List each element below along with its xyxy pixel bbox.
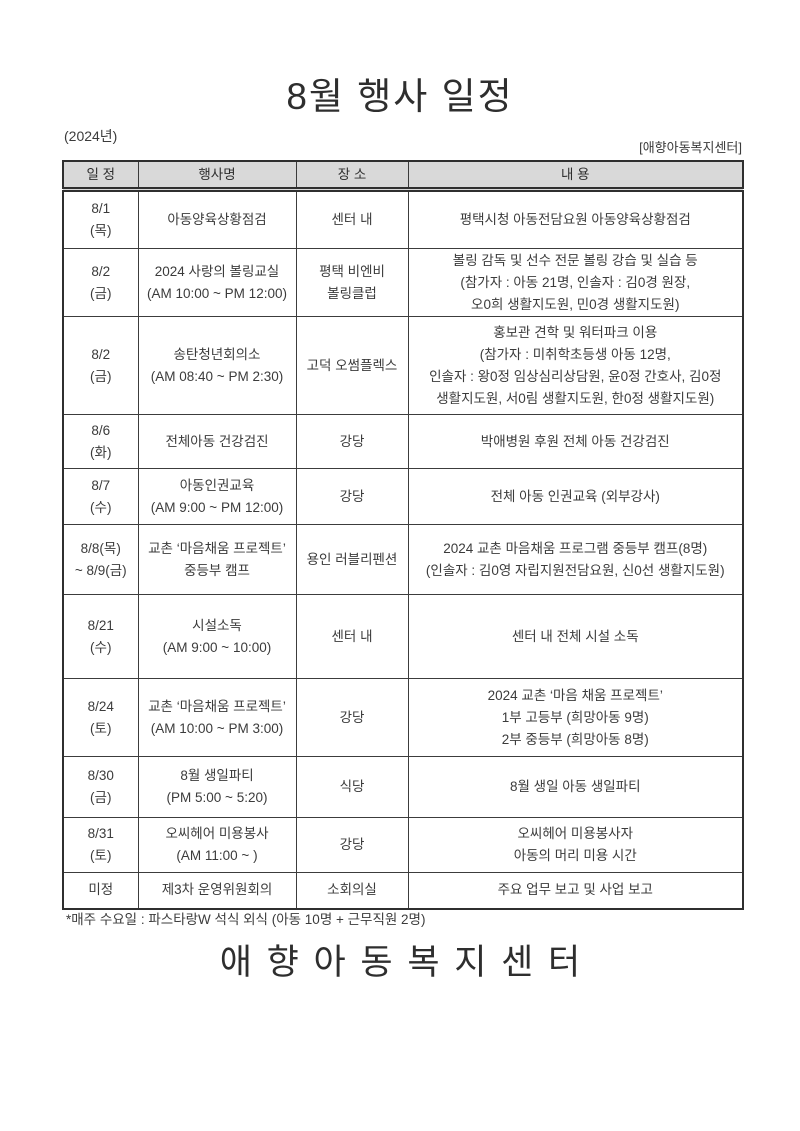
cell-date: 8/2 (금)	[62, 316, 139, 415]
cell-content: 주요 업무 보고 및 사업 보고	[407, 872, 744, 909]
cell-content: 8월 생일 아동 생일파티	[407, 756, 744, 818]
cell-event: 아동인권교육 (AM 9:00 ~ PM 12:00)	[137, 468, 297, 525]
table-row: 8/6 (화) 전체아동 건강검진 강당 박애병원 후원 전체 아동 건강검진	[62, 414, 744, 469]
table-row: 8/21 (수) 시설소독 (AM 9:00 ~ 10:00) 센터 내 센터 …	[62, 594, 744, 679]
cell-event: 시설소독 (AM 9:00 ~ 10:00)	[137, 594, 297, 679]
cell-date: 미정	[62, 872, 139, 909]
cell-content: 홍보관 견학 및 워터파크 이용 (참가자 : 미취학초등생 아동 12명, 인…	[407, 316, 744, 415]
cell-date: 8/30 (금)	[62, 756, 139, 818]
cell-event: 제3차 운영위원회의	[137, 872, 297, 909]
cell-event: 아동양육상황점검	[137, 189, 297, 249]
cell-content: 2024 교촌 마음채움 프로그램 중등부 캠프(8명) (인솔자 : 김0영 …	[407, 524, 744, 595]
cell-date: 8/6 (화)	[62, 414, 139, 469]
page-title: 8월 행사 일정	[286, 76, 514, 117]
cell-place: 소회의실	[295, 872, 409, 909]
header-cell-date: 일 정	[62, 160, 139, 192]
cell-event: 8월 생일파티 (PM 5:00 ~ 5:20)	[137, 756, 297, 818]
footer-org-name: 애향아동복지센터	[219, 943, 595, 982]
cell-content: 2024 교촌 ‘마음 채움 프로젝트’ 1부 고등부 (희망아동 9명) 2부…	[407, 678, 744, 757]
weekly-footnote: *매주 수요일 : 파스타랑W 석식 외식 (아동 10명 + 근무직원 2명)	[66, 912, 426, 927]
cell-content: 센터 내 전체 시설 소독	[407, 594, 744, 679]
cell-event: 2024 사랑의 볼링교실 (AM 10:00 ~ PM 12:00)	[137, 248, 297, 317]
cell-content: 오씨헤어 미용봉사자 아동의 머리 미용 시간	[407, 817, 744, 873]
year-label: (2024년)	[64, 128, 118, 144]
table-row: 8/7 (수) 아동인권교육 (AM 9:00 ~ PM 12:00) 강당 전…	[62, 468, 744, 525]
header-cell-event: 행사명	[137, 160, 297, 192]
cell-date: 8/8(목) ~ 8/9(금)	[62, 524, 139, 595]
cell-date: 8/24 (토)	[62, 678, 139, 757]
cell-event: 오씨헤어 미용봉사 (AM 11:00 ~ )	[137, 817, 297, 873]
cell-event: 교촌 ‘마음채움 프로젝트’ 중등부 캠프	[137, 524, 297, 595]
cell-place: 강당	[295, 468, 409, 525]
cell-date: 8/31 (토)	[62, 817, 139, 873]
cell-place: 센터 내	[295, 594, 409, 679]
table-row: 8/30 (금) 8월 생일파티 (PM 5:00 ~ 5:20) 식당 8월 …	[62, 756, 744, 818]
table-row: 8/31 (토) 오씨헤어 미용봉사 (AM 11:00 ~ ) 강당 오씨헤어…	[62, 817, 744, 873]
cell-content: 박애병원 후원 전체 아동 건강검진	[407, 414, 744, 469]
table-row: 8/1 (목) 아동양육상황점검 센터 내 평택시청 아동전담요원 아동양육상황…	[62, 189, 744, 249]
table-row: 8/2 (금) 2024 사랑의 볼링교실 (AM 10:00 ~ PM 12:…	[62, 248, 744, 317]
cell-place: 강당	[295, 414, 409, 469]
header-cell-place: 장 소	[295, 160, 409, 192]
cell-content: 평택시청 아동전담요원 아동양육상황점검	[407, 189, 744, 249]
org-label: [애향아동복지센터]	[639, 140, 742, 155]
cell-event: 전체아동 건강검진	[137, 414, 297, 469]
cell-event: 교촌 ‘마음채움 프로젝트’ (AM 10:00 ~ PM 3:00)	[137, 678, 297, 757]
table-header-row: 일 정 행사명 장 소 내 용	[62, 160, 744, 192]
cell-place: 센터 내	[295, 189, 409, 249]
cell-date: 8/21 (수)	[62, 594, 139, 679]
cell-date: 8/1 (목)	[62, 189, 139, 249]
cell-event: 송탄청년회의소 (AM 08:40 ~ PM 2:30)	[137, 316, 297, 415]
cell-place: 용인 러블리펜션	[295, 524, 409, 595]
table-row: 8/8(목) ~ 8/9(금) 교촌 ‘마음채움 프로젝트’ 중등부 캠프 용인…	[62, 524, 744, 595]
schedule-table: 일 정 행사명 장 소 내 용 8/1 (목) 아동양육상황점검 센터 내 평택…	[62, 160, 744, 910]
table-row: 미정 제3차 운영위원회의 소회의실 주요 업무 보고 및 사업 보고	[62, 872, 744, 909]
cell-date: 8/2 (금)	[62, 248, 139, 317]
cell-content: 볼링 감독 및 선수 전문 볼링 강습 및 실습 등 (참가자 : 아동 21명…	[407, 248, 744, 317]
table-row: 8/2 (금) 송탄청년회의소 (AM 08:40 ~ PM 2:30) 고덕 …	[62, 316, 744, 415]
table-row: 8/24 (토) 교촌 ‘마음채움 프로젝트’ (AM 10:00 ~ PM 3…	[62, 678, 744, 757]
cell-place: 강당	[295, 817, 409, 873]
cell-content: 전체 아동 인권교육 (외부강사)	[407, 468, 744, 525]
cell-place: 식당	[295, 756, 409, 818]
cell-date: 8/7 (수)	[62, 468, 139, 525]
cell-place: 평택 비엔비 볼링클럽	[295, 248, 409, 317]
cell-place: 강당	[295, 678, 409, 757]
cell-place: 고덕 오썸플렉스	[295, 316, 409, 415]
header-cell-content: 내 용	[407, 160, 744, 192]
